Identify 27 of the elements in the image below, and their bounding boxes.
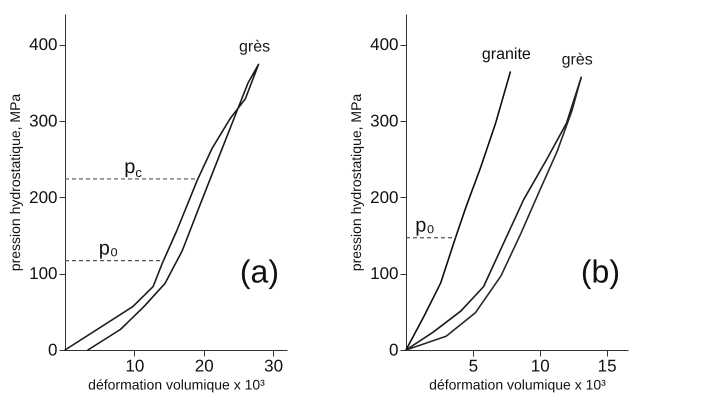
x-tick-label: 10 [530,356,550,376]
series-label: grès [562,51,593,68]
y-tick-label: 200 [370,188,398,207]
series-label: grès [238,38,270,56]
y-tick-label: 400 [370,35,398,54]
y-tick-label: 400 [29,35,58,54]
annotation: (b) [580,254,620,290]
y-tick-label: 100 [29,264,58,284]
y-tick-label: 300 [29,111,58,130]
y-tick-label: 300 [370,111,398,130]
series-label: granite [482,46,531,64]
x-axis-title: déformation volumique x 10³ [88,376,266,392]
x-tick-label: 15 [598,356,617,376]
y-tick-label: 0 [389,340,398,360]
y-axis-title: pression hydrostatique, MPa [7,94,24,272]
ref-line-label: p₀ [98,238,118,260]
x-axis-title: déformation volumique x 10³ [429,376,606,392]
y-tick-label: 0 [48,340,58,360]
y-tick-label: 200 [29,188,58,207]
x-tick-label: 20 [194,356,214,376]
y-axis-title: pression hydrostatique, MPa [348,94,364,272]
x-tick-label: 30 [264,356,284,376]
x-tick-label: 10 [125,356,144,376]
annotation: (a) [240,254,279,290]
x-tick-label: 5 [468,356,478,376]
y-tick-label: 100 [370,264,398,284]
ref-line-label: p₀ [415,214,435,237]
